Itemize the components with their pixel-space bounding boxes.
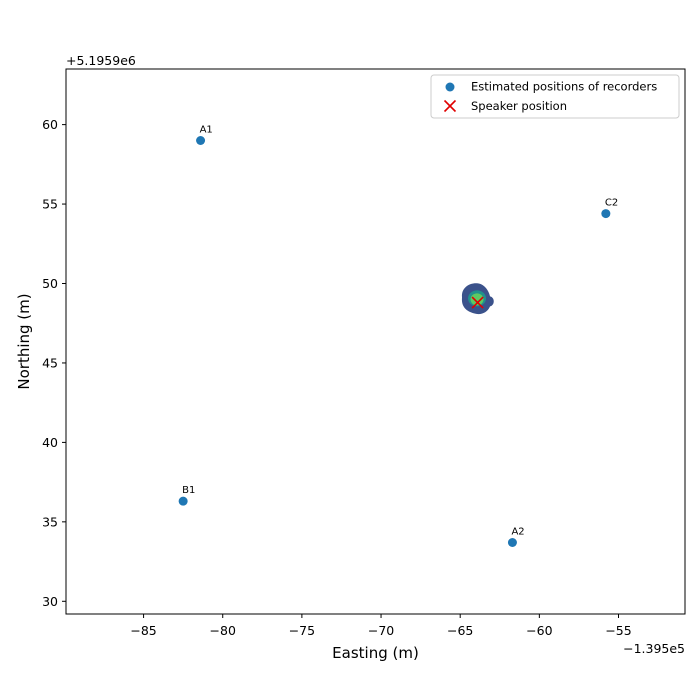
recorder-annotation: C2	[605, 198, 618, 209]
x-tick-label: −60	[526, 623, 552, 638]
x-tick-label: −65	[447, 623, 473, 638]
recorder-point	[601, 209, 611, 219]
legend-label-speaker: Speaker position	[471, 99, 567, 113]
speaker-point	[471, 296, 484, 309]
legend-marker-speaker	[443, 99, 457, 113]
y-tick-label: 35	[42, 514, 58, 529]
x-axis-label: Easting (m)	[332, 644, 419, 662]
recorder-annotation: A2	[511, 526, 524, 537]
y-tick-label: 40	[42, 435, 58, 450]
x-tick-label: −85	[130, 623, 156, 638]
x-tick-label: −55	[605, 623, 631, 638]
x-axis-ticks: −85 −80 −75 −70 −65 −60 −55	[130, 614, 632, 638]
y-tick-label: 55	[42, 197, 58, 212]
recorder-annotation: B1	[182, 485, 195, 496]
x-axis-offset-label: −1.395e5	[623, 641, 685, 656]
data-points: A1 C2 B1 A2	[178, 125, 618, 547]
y-axis-label: Northing (m)	[15, 293, 33, 389]
likelihood-blob	[461, 283, 494, 315]
legend: Estimated positions of recorders Speaker…	[430, 74, 680, 119]
y-tick-label: 30	[42, 594, 58, 609]
legend-frame	[430, 74, 680, 119]
x-tick-label: −70	[368, 623, 394, 638]
recorder-annotation: A1	[200, 125, 213, 136]
y-axis-offset-label: +5.1959e6	[66, 53, 136, 68]
recorder-point	[178, 496, 188, 506]
recorder-point	[507, 537, 517, 547]
x-tick-label: −80	[210, 623, 236, 638]
recorder-point	[196, 136, 206, 146]
y-axis-ticks: 30 35 40 45 50 55 60	[42, 117, 66, 609]
legend-label-recorders: Estimated positions of recorders	[471, 80, 657, 94]
y-tick-label: 60	[42, 117, 58, 132]
plot-frame	[65, 68, 686, 615]
x-tick-label: −75	[289, 623, 315, 638]
y-tick-label: 50	[42, 276, 58, 291]
y-tick-label: 45	[42, 355, 58, 370]
likelihood-inner-region	[470, 293, 484, 306]
legend-marker-recorders	[445, 82, 455, 92]
